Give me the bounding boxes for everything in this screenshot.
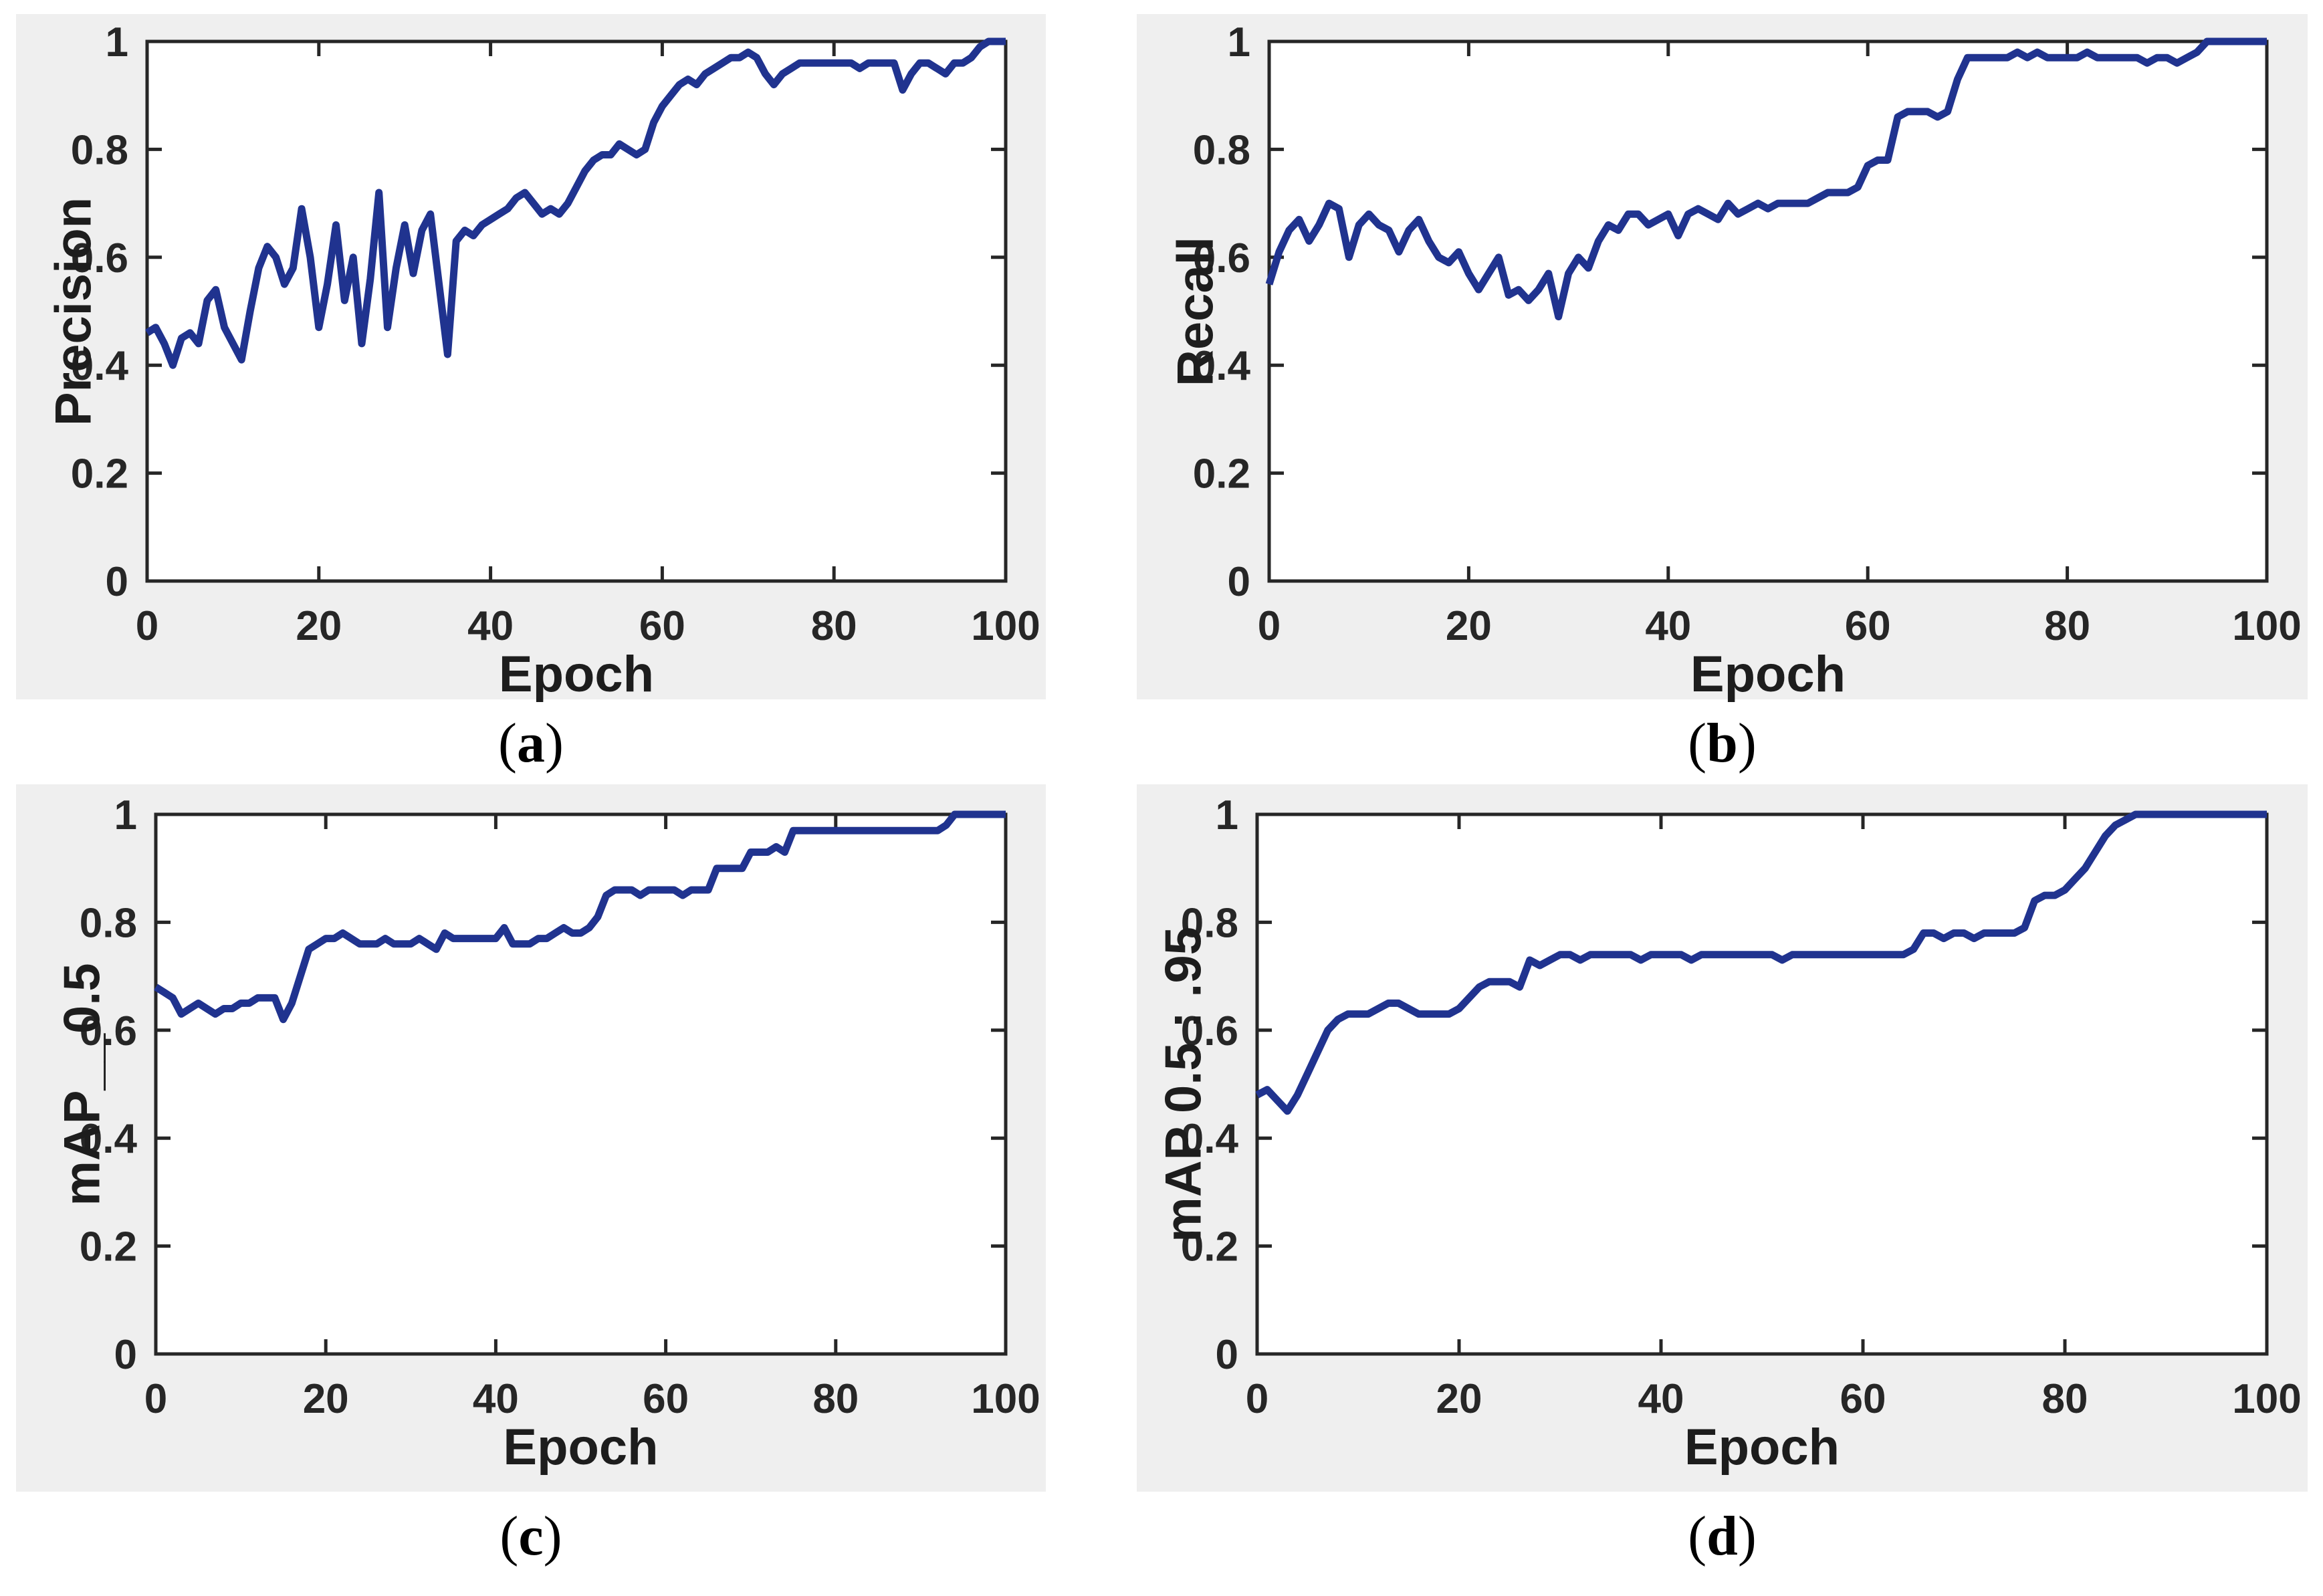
svg-text:40: 40 [1645, 603, 1691, 649]
map0595-x-axis-label: Epoch [1684, 1419, 1840, 1476]
svg-text:0: 0 [1216, 1332, 1238, 1378]
svg-text:0.4: 0.4 [71, 343, 129, 389]
svg-text:0.4: 0.4 [80, 1116, 138, 1162]
svg-text:60: 60 [639, 603, 685, 649]
panel-precision: 0 20 40 60 80 100 0 0.2 0.4 0.6 0.8 1 Precision Epo… [16, 14, 1046, 703]
svg-text:100: 100 [2232, 1376, 2301, 1422]
svg-text:0.2: 0.2 [80, 1224, 137, 1270]
svg-text:100: 100 [2232, 603, 2301, 649]
svg-text:100: 100 [971, 603, 1040, 649]
svg-text:0.6: 0.6 [71, 235, 128, 281]
map0595-plot: 0 20 40 60 80 100 0 0.2 0.4 0.6 0.8 1 [1181, 792, 2302, 1422]
panel-map0595: 0 20 40 60 80 100 0 0.2 0.4 0.6 0.8 1 mAP 0.5 : .95… [1137, 784, 2308, 1492]
svg-text:0: 0 [1228, 559, 1250, 605]
svg-text:0.8: 0.8 [1193, 127, 1250, 173]
svg-text:0.8: 0.8 [1181, 900, 1238, 946]
svg-text:20: 20 [1446, 603, 1492, 649]
caption-d: (d) [1688, 1505, 1757, 1567]
svg-text:40: 40 [473, 1376, 519, 1422]
recall-x-axis-label: Epoch [1690, 646, 1846, 703]
svg-text:0: 0 [106, 559, 128, 605]
svg-text:100: 100 [971, 1376, 1040, 1422]
panel-recall: 0 20 40 60 80 100 0 0.2 0.4 0.6 0.8 1 Recall Epoch [1137, 14, 2308, 703]
svg-text:0.6: 0.6 [1193, 235, 1250, 281]
svg-text:80: 80 [812, 1376, 859, 1422]
map05-plot: 0 20 40 60 80 100 0 0.2 0.4 0.6 0.8 1 [80, 792, 1040, 1422]
svg-text:0: 0 [1246, 1376, 1268, 1422]
svg-text:60: 60 [1840, 1376, 1886, 1422]
svg-text:20: 20 [296, 603, 342, 649]
precision-x-axis-label: Epoch [498, 646, 655, 703]
svg-text:40: 40 [467, 603, 514, 649]
svg-text:20: 20 [303, 1376, 349, 1422]
svg-text:1: 1 [106, 19, 128, 66]
svg-text:0: 0 [144, 1376, 167, 1422]
map05-x-axis-label: Epoch [503, 1419, 659, 1476]
svg-text:0.8: 0.8 [80, 900, 137, 946]
svg-text:0: 0 [136, 603, 158, 649]
svg-text:60: 60 [1845, 603, 1891, 649]
map05-y-axis-label: mAP__0.5 [53, 962, 110, 1206]
svg-text:0.8: 0.8 [71, 127, 128, 173]
svg-text:0.4: 0.4 [1181, 1116, 1239, 1162]
precision-plot: 0 20 40 60 80 100 0 0.2 0.4 0.6 0.8 1 [71, 19, 1040, 649]
svg-text:0.2: 0.2 [71, 451, 128, 497]
svg-text:80: 80 [811, 603, 857, 649]
map0595-y-axis-label: mAP 0.5 : .95 [1155, 926, 1212, 1242]
precision-y-axis-label: Precision [45, 197, 102, 426]
caption-a: (a) [498, 712, 564, 774]
caption-c: (c) [500, 1505, 562, 1567]
svg-text:0: 0 [1258, 603, 1281, 649]
svg-text:60: 60 [643, 1376, 689, 1422]
svg-text:0.6: 0.6 [80, 1008, 137, 1054]
svg-text:80: 80 [2044, 603, 2090, 649]
caption-b: (b) [1688, 712, 1757, 774]
recall-y-axis-label: Recall [1167, 236, 1224, 386]
svg-text:0.4: 0.4 [1193, 343, 1251, 389]
panel-map05: 0 20 40 60 80 100 0 0.2 0.4 0.6 0.8 1 mAP__0.5 Epoc… [16, 784, 1046, 1492]
svg-text:0.6: 0.6 [1181, 1008, 1238, 1054]
svg-text:80: 80 [2042, 1376, 2088, 1422]
svg-text:40: 40 [1638, 1376, 1684, 1422]
svg-text:1: 1 [1216, 792, 1238, 838]
svg-text:0.2: 0.2 [1193, 451, 1250, 497]
svg-text:1: 1 [1228, 19, 1250, 66]
svg-text:0: 0 [114, 1332, 137, 1378]
recall-plot: 0 20 40 60 80 100 0 0.2 0.4 0.6 0.8 1 [1193, 19, 2302, 649]
svg-text:1: 1 [114, 792, 137, 838]
svg-text:20: 20 [1436, 1376, 1482, 1422]
svg-text:0.2: 0.2 [1181, 1224, 1238, 1270]
